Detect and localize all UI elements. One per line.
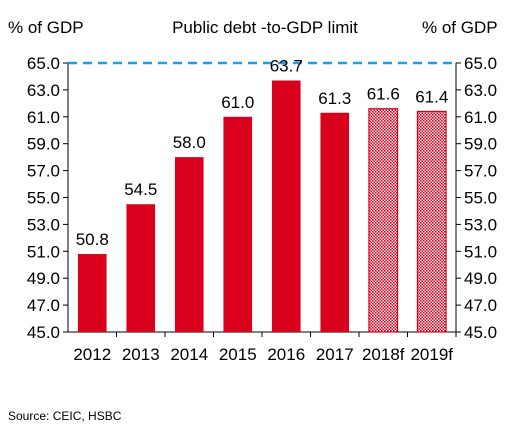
left-y-tick-label: 55.0 — [27, 189, 60, 208]
left-y-tick-label: 59.0 — [27, 135, 60, 154]
data-label: 54.5 — [124, 180, 157, 199]
data-label: 61.0 — [221, 93, 254, 112]
right-y-tick-label: 49.0 — [464, 269, 497, 288]
bar — [174, 157, 204, 332]
x-tick-label: 2018f — [362, 345, 405, 364]
bar — [77, 253, 107, 332]
source-note: Source: CEIC, HSBC — [8, 409, 122, 423]
right-y-tick-label: 55.0 — [464, 189, 497, 208]
left-axis-label: % of GDP — [8, 18, 84, 37]
right-y-tick-label: 59.0 — [464, 135, 497, 154]
data-label: 61.3 — [318, 89, 351, 108]
right-y-tick-label: 57.0 — [464, 162, 497, 181]
left-y-tick-label: 61.0 — [27, 108, 60, 127]
bar — [126, 204, 156, 332]
left-y-tick-label: 63.0 — [27, 81, 60, 100]
bar — [320, 112, 350, 332]
left-y-tick-label: 49.0 — [27, 269, 60, 288]
x-tick-label: 2019f — [410, 345, 453, 364]
right-y-tick-label: 65.0 — [464, 54, 497, 73]
right-y-tick-label: 63.0 — [464, 81, 497, 100]
x-tick-label: 2013 — [122, 345, 160, 364]
right-y-tick-label: 53.0 — [464, 215, 497, 234]
left-y-tick-label: 51.0 — [27, 242, 60, 261]
x-tick-label: 2015 — [219, 345, 257, 364]
x-tick-label: 2014 — [170, 345, 208, 364]
left-y-tick-label: 57.0 — [27, 162, 60, 181]
right-y-tick-label: 45.0 — [464, 323, 497, 342]
plot-area: 65.0 65.0 63.0 63.0 61.0 61.0 59.0 59.0 57.0 57.0… — [27, 54, 497, 364]
left-y-tick-label: 47.0 — [27, 296, 60, 315]
data-label: 61.6 — [367, 85, 400, 104]
left-y-tick-label: 45.0 — [27, 323, 60, 342]
left-y-tick-label: 65.0 — [27, 54, 60, 73]
chart-title: Public debt -to-GDP limit — [172, 18, 358, 37]
bar — [223, 116, 253, 332]
x-tick-label: 2016 — [267, 345, 305, 364]
data-label: 58.0 — [173, 133, 206, 152]
right-y-tick-label: 61.0 — [464, 108, 497, 127]
bar-forecast — [416, 110, 447, 333]
bar — [271, 80, 301, 332]
x-tick-label: 2017 — [316, 345, 354, 364]
right-y-tick-label: 51.0 — [464, 242, 497, 261]
left-y-tick-label: 53.0 — [27, 215, 60, 234]
data-label: 63.7 — [270, 56, 303, 75]
right-y-tick-label: 47.0 — [464, 296, 497, 315]
right-axis-label: % of GDP — [422, 18, 498, 37]
data-label: 61.4 — [415, 87, 448, 106]
bar-forecast — [368, 108, 399, 333]
x-tick-label: 2012 — [73, 345, 111, 364]
data-label: 50.8 — [76, 230, 109, 249]
